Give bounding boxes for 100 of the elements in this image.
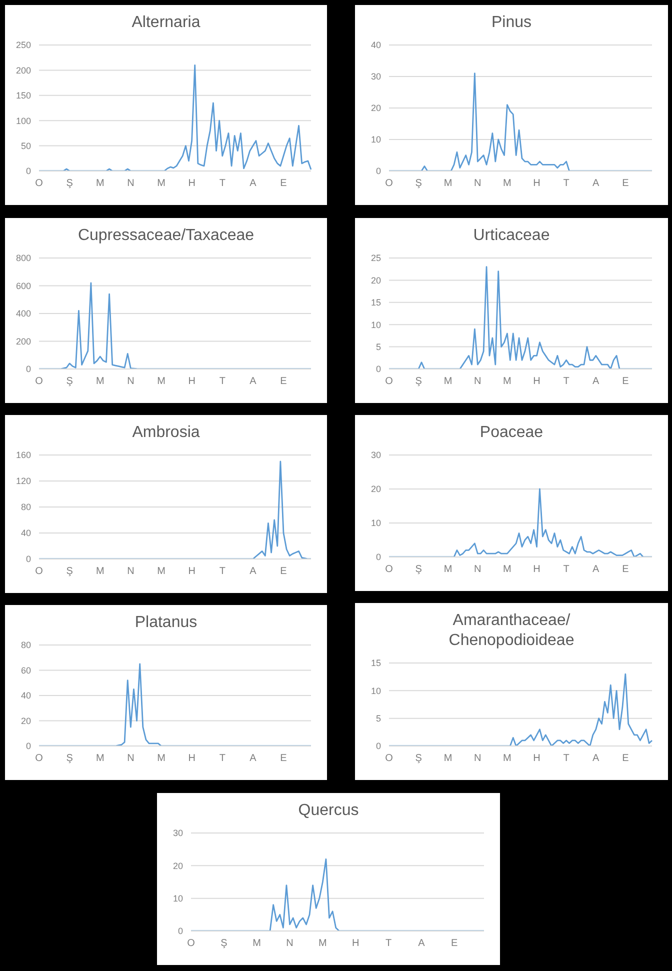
x-tick-label: A	[250, 753, 257, 764]
x-tick-label: M	[503, 753, 512, 764]
x-tick-label: E	[622, 753, 630, 764]
y-tick-label: 5	[376, 342, 381, 352]
y-tick-label: 60	[20, 665, 31, 676]
x-tick-label: H	[352, 938, 360, 950]
x-tick-label: O	[385, 753, 394, 764]
x-tick-label: H	[188, 566, 196, 578]
x-tick-label: H	[533, 753, 540, 764]
x-tick-label: M	[252, 938, 262, 950]
chart-title: Quercus	[297, 801, 360, 821]
x-tick-label: T	[563, 178, 570, 190]
x-tick-label: N	[474, 178, 482, 190]
x-tick-label: M	[157, 376, 166, 388]
chart-title: Ambrosia	[131, 423, 201, 443]
x-tick-label: T	[385, 938, 392, 950]
x-tick-label: E	[451, 938, 458, 950]
y-tick-label: 20	[370, 103, 381, 114]
y-tick-label: 15	[370, 298, 381, 308]
y-tick-label: 15	[370, 658, 381, 668]
y-tick-label: 40	[370, 40, 381, 50]
x-tick-label: N	[127, 566, 134, 578]
x-tick-label: O	[35, 566, 44, 578]
x-tick-label: Ş	[415, 178, 422, 190]
y-tick-label: 0	[26, 554, 31, 564]
x-tick-label: M	[96, 376, 104, 388]
x-tick-label: A	[592, 178, 600, 190]
y-tick-label: 0	[178, 926, 183, 936]
y-tick-label: 120	[16, 476, 31, 486]
x-tick-label: O	[35, 376, 44, 388]
chart-title: Amaranthaceae/ Chenopodioideae	[448, 611, 576, 651]
y-tick-label: 800	[16, 253, 31, 264]
y-tick-label: 10	[370, 134, 381, 145]
x-tick-label: Ş	[66, 566, 74, 578]
y-tick-label: 80	[20, 502, 31, 512]
y-tick-label: 200	[16, 336, 31, 346]
y-tick-label: 25	[370, 253, 381, 264]
y-tick-label: 10	[370, 686, 381, 696]
x-tick-label: Ş	[220, 938, 228, 950]
x-tick-label: M	[157, 566, 166, 578]
chart-title: Platanus	[134, 613, 198, 633]
x-tick-label: T	[219, 178, 226, 190]
x-tick-label: A	[592, 376, 600, 388]
x-tick-label: A	[250, 376, 257, 388]
y-tick-label: 40	[20, 528, 31, 538]
x-tick-label: Ş	[66, 753, 74, 764]
chart-title: Cupressaceae/Taxaceae	[76, 226, 256, 246]
x-tick-label: M	[318, 938, 327, 950]
y-tick-label: 5	[376, 714, 381, 724]
x-tick-label: M	[444, 178, 452, 190]
x-tick-label: M	[444, 753, 452, 764]
x-tick-label: H	[533, 376, 540, 388]
x-tick-label: O	[187, 938, 196, 950]
y-tick-label: 20	[370, 275, 381, 286]
x-tick-label: M	[444, 376, 452, 388]
x-tick-label: H	[188, 178, 196, 190]
x-tick-label: T	[219, 753, 226, 764]
x-tick-label: A	[418, 938, 426, 950]
x-tick-label: N	[127, 178, 134, 190]
chart-title: Urticaceae	[472, 226, 551, 246]
x-tick-label: M	[96, 566, 104, 578]
y-tick-label: 50	[20, 140, 31, 151]
y-tick-label: 0	[26, 166, 31, 176]
x-tick-label: N	[474, 753, 482, 764]
x-tick-label: E	[280, 753, 288, 764]
x-tick-label: T	[219, 376, 226, 388]
chart-title: Alternaria	[130, 13, 202, 33]
x-tick-label: Ş	[66, 376, 74, 388]
x-tick-label: A	[592, 753, 600, 764]
x-tick-label: N	[127, 753, 134, 764]
chart-title: Poaceae	[478, 423, 544, 443]
y-tick-label: 20	[370, 484, 381, 494]
y-tick-label: 0	[376, 166, 381, 176]
x-tick-label: O	[385, 178, 394, 190]
x-tick-label: O	[35, 178, 44, 190]
y-tick-label: 160	[16, 450, 31, 460]
x-tick-label: E	[280, 376, 288, 388]
x-tick-label: E	[280, 566, 288, 578]
x-tick-label: N	[474, 564, 482, 576]
x-tick-label: N	[474, 376, 482, 388]
x-tick-label: E	[280, 178, 288, 190]
x-tick-label: N	[286, 938, 294, 950]
x-tick-label: M	[503, 178, 512, 190]
x-tick-label: M	[157, 753, 166, 764]
y-tick-label: 150	[16, 90, 31, 101]
x-tick-label: T	[563, 564, 570, 576]
x-tick-label: H	[533, 178, 540, 190]
y-tick-label: 100	[16, 116, 31, 126]
x-tick-label: H	[188, 376, 196, 388]
x-tick-label: E	[622, 376, 630, 388]
x-tick-label: T	[563, 753, 570, 764]
x-tick-label: E	[622, 178, 630, 190]
x-tick-label: A	[250, 566, 257, 578]
y-tick-label: 20	[172, 860, 183, 871]
y-tick-label: 250	[16, 40, 31, 50]
x-tick-label: Ş	[415, 564, 422, 576]
x-tick-label: Ş	[415, 376, 422, 388]
x-tick-label: N	[127, 376, 134, 388]
y-tick-label: 200	[16, 65, 31, 76]
y-tick-label: 10	[172, 894, 183, 904]
